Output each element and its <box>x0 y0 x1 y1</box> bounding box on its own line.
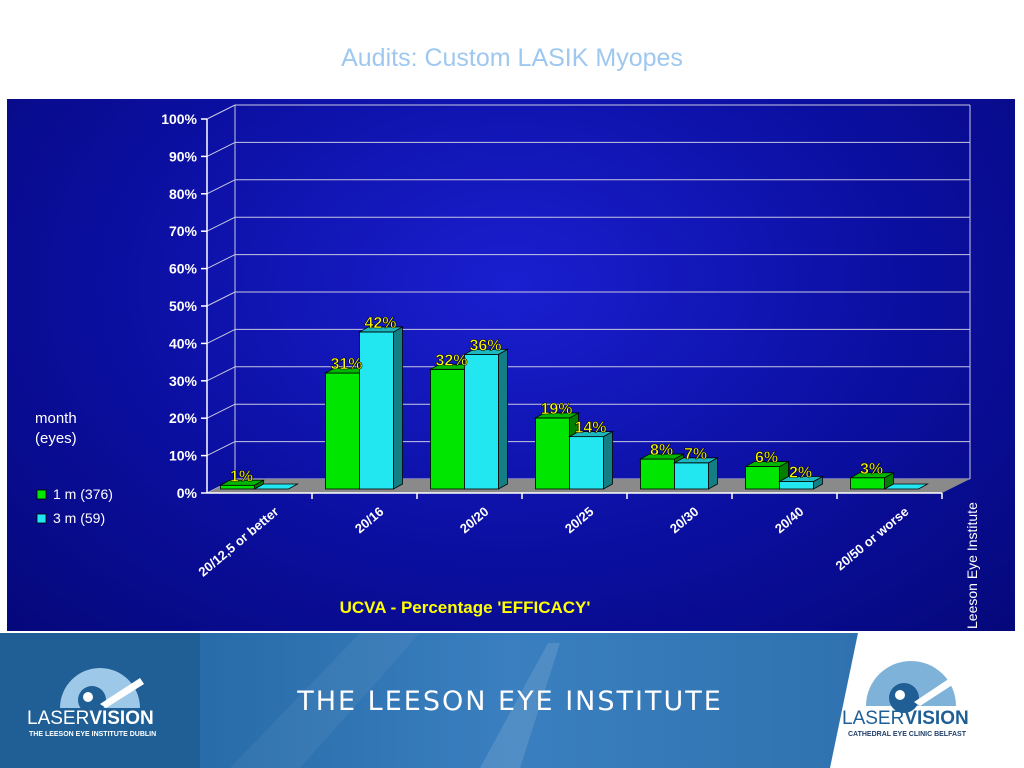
banner-decoration <box>230 633 560 768</box>
x-axis-title: UCVA - Percentage 'EFFICACY' <box>340 598 591 617</box>
y-tick-label: 60% <box>169 261 198 277</box>
bar <box>779 481 814 490</box>
right-logo-laser: LASER <box>842 708 905 729</box>
laservision-logo-icon <box>60 668 144 714</box>
left-logo-wordmark: LASERVISION <box>27 708 154 730</box>
data-label: 3% <box>860 461 883 478</box>
data-label: 42% <box>364 315 396 332</box>
data-label: 14% <box>574 420 606 437</box>
data-label: 19% <box>540 401 572 418</box>
bar-chart: 1% 31% 42% 32%36% 19%14% 8% 7% 6% 2% 3% 0% 10% 20% 3… <box>35 104 980 629</box>
bar <box>430 368 465 490</box>
data-label: 2% <box>789 465 812 482</box>
bars <box>218 326 930 490</box>
bar-side <box>498 348 508 490</box>
right-logo-vision: VISION <box>904 708 969 729</box>
bar <box>535 417 570 490</box>
y-tick-label: 50% <box>169 298 198 314</box>
bar <box>220 484 255 490</box>
gridline-side <box>206 104 236 120</box>
y-tick-label: 10% <box>169 448 198 464</box>
gridline-side <box>206 441 236 457</box>
bar <box>325 372 360 490</box>
bar-flat <box>252 483 300 490</box>
x-tick-label: 20/30 <box>667 504 702 536</box>
left-logo-subtitle: THE LEESON EYE INSTITUTE DUBLIN <box>29 731 157 738</box>
legend-title: (eyes) <box>35 430 77 447</box>
data-label: 1% <box>230 468 253 485</box>
data-label: 32% <box>435 352 467 369</box>
legend-swatch <box>36 489 47 500</box>
x-tick-label: 20/25 <box>562 504 597 536</box>
legend: month (eyes) 1 m (376) 3 m (59) <box>35 410 113 526</box>
y-tick-label: 100% <box>161 111 197 127</box>
bar <box>640 458 675 490</box>
bar <box>674 462 709 490</box>
gridline-side <box>206 254 236 270</box>
bar <box>464 353 499 490</box>
bar-flat <box>882 483 930 490</box>
data-labels: 1% 31% 42% 32%36% 19%14% 8% 7% 6% 2% 3% <box>230 315 884 486</box>
y-tick-label: 70% <box>169 223 198 239</box>
data-label: 6% <box>755 450 778 467</box>
y-tick-label: 40% <box>169 335 198 351</box>
x-tick-label: 20/20 <box>457 504 492 536</box>
bar <box>569 436 604 490</box>
slide-title: Audits: Custom LASIK Myopes <box>341 44 683 72</box>
y-tick-label: 80% <box>169 186 198 202</box>
bar-top <box>567 431 615 438</box>
bar-side <box>393 326 403 490</box>
bar-top <box>777 476 825 482</box>
bar-top <box>357 326 405 333</box>
gridline-side <box>206 179 236 195</box>
bar-top <box>533 412 581 419</box>
y-tick-label: 20% <box>169 410 198 426</box>
right-logo-subtitle: CATHEDRAL EYE CLINIC BELFAST <box>848 731 966 738</box>
x-tick-label: 20/12,5 or better <box>195 504 281 580</box>
data-label: 7% <box>684 446 707 463</box>
bar-top <box>462 348 510 355</box>
gridline-side <box>206 403 236 419</box>
x-tick-label: 20/50 or worse <box>833 504 912 574</box>
data-label: 8% <box>650 442 673 459</box>
legend-title: month <box>35 410 77 427</box>
bar-top <box>672 457 720 464</box>
bar-top <box>638 453 686 460</box>
left-logo-vision: VISION <box>89 708 154 729</box>
gridline-side <box>206 141 236 157</box>
chart-panel: 1% 31% 42% 32% 36% 19% 14% 8% 7% 6% 2% 3% 0% 10% 20% 3… <box>7 99 1015 631</box>
x-tick-label: 20/40 <box>772 504 807 536</box>
bar-top <box>743 461 791 467</box>
x-tick-label: 20/16 <box>352 504 387 536</box>
bar-top <box>848 472 896 479</box>
bar <box>745 466 780 490</box>
legend-swatch <box>36 513 47 524</box>
gridline-side <box>206 366 236 382</box>
bar-side <box>603 430 613 490</box>
y-tick-label: 30% <box>169 373 198 389</box>
y-tick-label: 0% <box>177 485 198 501</box>
gridline-side <box>206 291 236 307</box>
data-label: 36% <box>469 337 501 354</box>
gridline-side <box>206 328 236 344</box>
legend-entry: 1 m (376) <box>53 486 113 502</box>
gridline-side <box>206 216 236 232</box>
institute-name: THE LEESON EYE INSTITUTE <box>297 686 723 717</box>
right-logo-wordmark: LASERVISION <box>842 708 969 730</box>
y-tick-label: 90% <box>169 148 198 164</box>
axes: 0% 10% 20% 30% 40% 50% 60% 70% 80% 90% 100% 20/12,5… <box>161 111 943 580</box>
bar <box>359 331 394 490</box>
watermark-text: Leeson Eye Institute <box>964 502 980 629</box>
left-logo-laser: LASER <box>27 708 90 729</box>
bar <box>850 477 885 490</box>
laservision-logo-icon-right <box>866 661 960 713</box>
data-label: 31% <box>330 356 362 373</box>
legend-entry: 3 m (59) <box>53 510 105 526</box>
bar-top <box>218 479 266 486</box>
